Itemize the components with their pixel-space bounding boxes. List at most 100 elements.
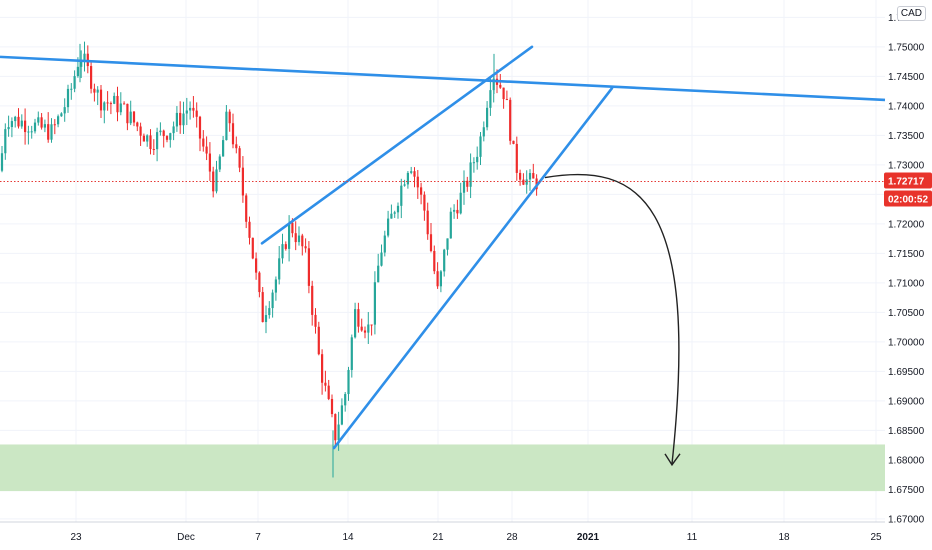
candle-body bbox=[380, 252, 383, 266]
countdown-tag bbox=[884, 190, 932, 207]
candle-body bbox=[205, 146, 208, 154]
candle-body bbox=[354, 309, 357, 338]
candle-body bbox=[334, 414, 337, 441]
candle-body bbox=[350, 337, 353, 370]
time-tick-label: 11 bbox=[687, 532, 698, 543]
candle-body bbox=[251, 237, 254, 259]
price-tick-label: 1.73500 bbox=[888, 131, 925, 142]
candle-body bbox=[459, 192, 462, 214]
candle-body bbox=[420, 187, 423, 195]
candle-body bbox=[311, 285, 314, 315]
candle-body bbox=[321, 354, 324, 383]
wedge-upper-trendline[interactable] bbox=[260, 45, 534, 245]
candle-body bbox=[396, 205, 400, 213]
candle-body bbox=[245, 195, 248, 222]
candle-body bbox=[377, 265, 380, 283]
time-tick-label: 18 bbox=[778, 532, 790, 543]
price-tag-value: 1.72717 bbox=[888, 177, 925, 188]
candle-body bbox=[278, 258, 281, 280]
candle-body bbox=[469, 162, 472, 187]
candle-body bbox=[103, 102, 106, 111]
price-tick-label: 1.74000 bbox=[888, 101, 925, 112]
candle-body bbox=[179, 112, 182, 126]
candle-body bbox=[255, 258, 258, 273]
candle-body bbox=[119, 103, 122, 113]
candle-body bbox=[156, 132, 159, 150]
candle-body bbox=[57, 116, 60, 125]
candle-body bbox=[433, 250, 436, 272]
candle-body bbox=[360, 326, 363, 331]
candle-body bbox=[149, 135, 152, 150]
price-tick-label: 1.68500 bbox=[888, 426, 925, 437]
candle-body bbox=[4, 129, 7, 154]
candle-body bbox=[106, 102, 109, 104]
price-tick-label: 1.73000 bbox=[888, 160, 925, 171]
candle-body bbox=[443, 249, 446, 272]
price-axis[interactable]: 1.67000 1.67500 1.68000 1.68500 1.69000 1.695… bbox=[888, 13, 925, 525]
candlestick-series bbox=[0, 41, 538, 478]
candle-body bbox=[288, 222, 291, 249]
candle-body bbox=[429, 234, 433, 251]
candle-body bbox=[136, 122, 139, 127]
candle-body bbox=[456, 209, 459, 214]
candle-body bbox=[410, 171, 413, 173]
time-tick-label: Dec bbox=[177, 532, 195, 543]
candle-body bbox=[317, 326, 320, 355]
candle-body bbox=[281, 244, 284, 259]
candle-body bbox=[387, 218, 390, 236]
candle-body bbox=[327, 385, 330, 399]
candle-body bbox=[499, 84, 502, 88]
wedge-lower-trendline[interactable] bbox=[332, 86, 614, 450]
candle-body bbox=[297, 235, 301, 243]
candle-body bbox=[139, 126, 142, 136]
candle-body bbox=[400, 185, 403, 206]
candle-body bbox=[436, 271, 439, 287]
candle-body bbox=[486, 107, 489, 128]
candle-body bbox=[453, 209, 456, 212]
price-tick-label: 1.67000 bbox=[888, 514, 925, 525]
price-tick-label: 1.67500 bbox=[888, 485, 925, 496]
candle-body bbox=[195, 110, 198, 117]
candle-body bbox=[76, 66, 79, 77]
price-tick-label: 1.69500 bbox=[888, 367, 925, 378]
price-tag bbox=[884, 172, 932, 189]
candle-body bbox=[314, 314, 317, 327]
resistance-trendline[interactable] bbox=[0, 55, 886, 102]
candle-body bbox=[50, 124, 53, 140]
candle-body bbox=[403, 184, 406, 186]
candle-body bbox=[482, 127, 485, 137]
candle-body bbox=[231, 123, 235, 145]
price-tick-label: 1.70500 bbox=[888, 308, 925, 319]
time-tick-label: 7 bbox=[255, 532, 261, 543]
currency-label[interactable]: CAD bbox=[896, 6, 926, 21]
candle-body bbox=[258, 272, 261, 293]
candle-body bbox=[426, 210, 429, 235]
candle-body bbox=[528, 173, 532, 180]
price-tick-label: 1.68000 bbox=[888, 455, 925, 466]
candle-body bbox=[83, 53, 86, 61]
candle-body bbox=[93, 88, 96, 93]
time-tick-label: 28 bbox=[506, 532, 518, 543]
time-tick-label: 14 bbox=[342, 532, 354, 543]
candle-body bbox=[80, 60, 83, 67]
candle-body bbox=[113, 95, 116, 104]
candle-body bbox=[373, 282, 376, 325]
candle-body bbox=[393, 212, 396, 214]
candle-body bbox=[235, 144, 238, 149]
candle-body bbox=[363, 330, 367, 333]
candle-body bbox=[109, 103, 112, 105]
candle-body bbox=[271, 292, 274, 309]
candle-body bbox=[152, 149, 155, 151]
candle-body bbox=[489, 90, 492, 108]
candle-body bbox=[466, 180, 469, 187]
candle-body bbox=[446, 238, 449, 250]
time-axis[interactable]: 23 Dec 7 14 21 28 2021 11 18 25 bbox=[70, 532, 882, 543]
projection-arrow[interactable] bbox=[544, 173, 680, 464]
price-tick-label: 1.70000 bbox=[888, 337, 925, 348]
candle-body bbox=[165, 136, 169, 140]
candle-body bbox=[324, 382, 327, 386]
candle-body bbox=[479, 136, 482, 157]
candle-body bbox=[340, 405, 343, 425]
candle-body bbox=[20, 120, 23, 127]
